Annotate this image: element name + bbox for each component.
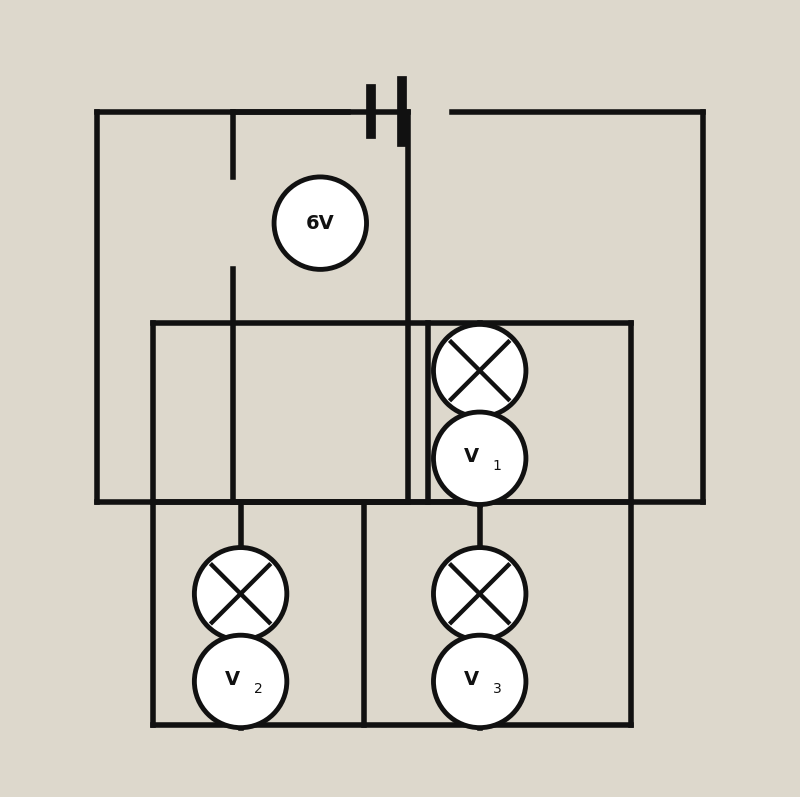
Circle shape <box>434 548 526 640</box>
Circle shape <box>274 177 366 269</box>
Circle shape <box>194 635 287 728</box>
Text: 1: 1 <box>493 459 502 473</box>
Text: 6V: 6V <box>306 214 334 233</box>
Text: V: V <box>464 670 479 689</box>
Text: V: V <box>225 670 240 689</box>
Circle shape <box>194 548 287 640</box>
Circle shape <box>434 635 526 728</box>
Text: 3: 3 <box>493 682 502 697</box>
Circle shape <box>434 324 526 417</box>
Circle shape <box>434 412 526 505</box>
Text: 2: 2 <box>254 682 262 697</box>
Text: V: V <box>464 447 479 466</box>
